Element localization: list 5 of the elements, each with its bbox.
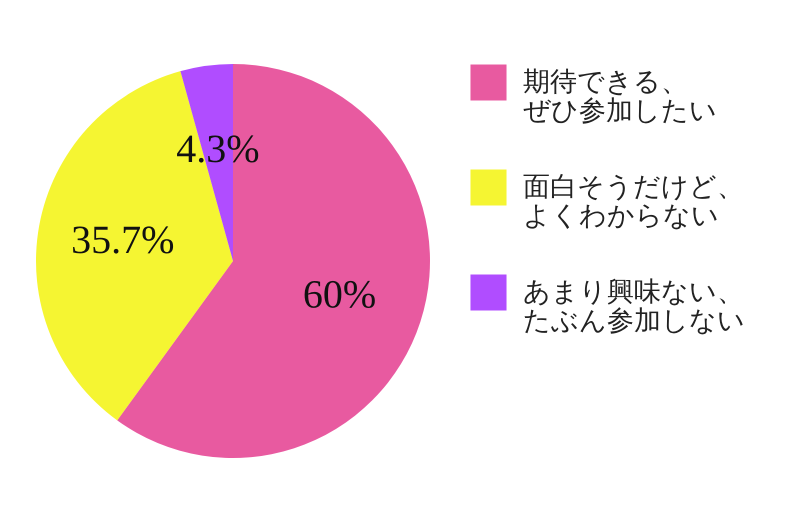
legend-label: 期待できる、ぜひ参加したい <box>523 66 717 126</box>
legend-label: あまり興味ない、たぶん参加しない <box>523 276 745 336</box>
data-label: 60% <box>302 272 376 317</box>
legend-label: 面白そうだけど、よくわからない <box>523 172 744 232</box>
data-label: 35.7% <box>71 217 174 262</box>
